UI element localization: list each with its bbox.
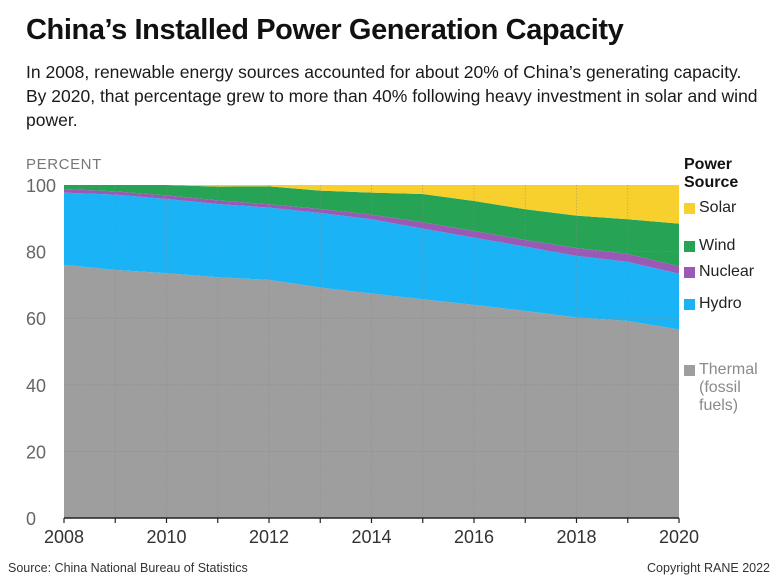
legend-item-solar: Solar [684, 199, 736, 217]
legend-title: Power Source [684, 156, 739, 191]
y-tick-label: 0 [26, 509, 36, 529]
x-tick-label: 2008 [44, 527, 84, 547]
x-tick-label: 2014 [351, 527, 391, 547]
area-thermal-fossil-fuels [64, 264, 679, 518]
legend-swatch [684, 241, 695, 252]
y-tick-label: 100 [26, 176, 56, 196]
y-tick-label: 40 [26, 376, 46, 396]
legend-item-nuclear: Nuclear [684, 263, 754, 281]
legend-label: Solar [699, 199, 737, 216]
legend-item-hydro: Hydro [684, 295, 742, 313]
x-tick-label: 2016 [454, 527, 494, 547]
legend-label: Wind [699, 237, 736, 254]
page-subtitle: In 2008, renewable energy sources accoun… [26, 62, 758, 130]
y-tick-label: 20 [26, 442, 46, 462]
page-title: China’s Installed Power Generation Capac… [26, 14, 624, 46]
y-axis-label: PERCENT [26, 156, 102, 173]
legend-swatch [684, 267, 695, 278]
source-note: Source: China National Bureau of Statist… [8, 561, 248, 575]
y-tick-label: 60 [26, 309, 46, 329]
x-tick-label: 2020 [659, 527, 699, 547]
legend-item-wind: Wind [684, 237, 735, 255]
x-tick-label: 2010 [146, 527, 186, 547]
legend-swatch [684, 365, 695, 376]
x-tick-label: 2012 [249, 527, 289, 547]
legend-swatch [684, 299, 695, 310]
legend-item-thermal: Thermal (fossil fuels) [684, 361, 758, 415]
copyright-note: Copyright RANE 2022 [647, 561, 770, 575]
legend-label: Nuclear [699, 263, 755, 280]
legend-label: Hydro [699, 295, 742, 312]
legend-label: Thermal (fossil fuels) [699, 361, 758, 414]
y-tick-label: 80 [26, 243, 46, 263]
x-tick-label: 2018 [556, 527, 596, 547]
legend-swatch [684, 203, 695, 214]
